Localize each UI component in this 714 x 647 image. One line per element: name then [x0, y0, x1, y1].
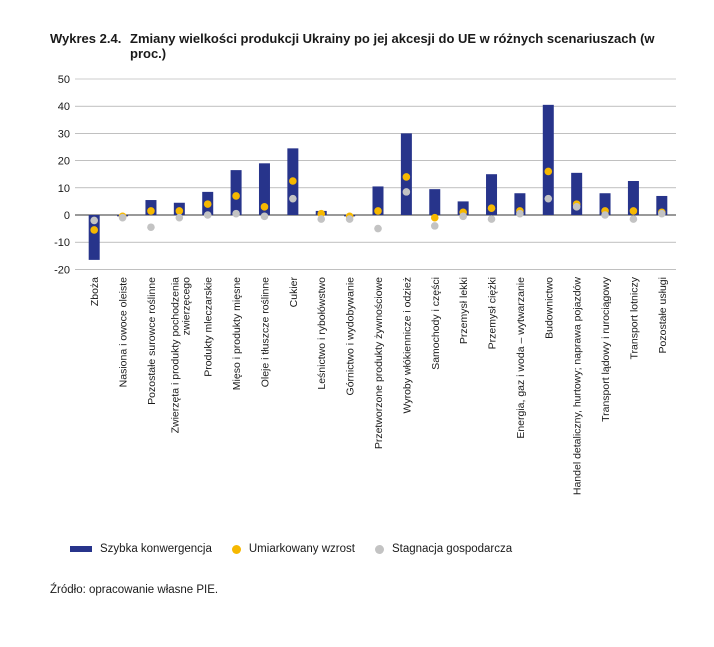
x-tick-label: Transport lądowy i rurociągowy: [600, 276, 612, 422]
x-tick-label: Zwierzęta i produkty pochodzeniazwierzęc…: [169, 277, 192, 434]
bar: [372, 186, 384, 215]
dot-stagnation: [232, 209, 240, 218]
bar: [486, 174, 498, 215]
bar-chart: -20 -10 0 10 20 30 40 50 Zboża Nasiona i owoce ol…: [54, 74, 676, 496]
dot-moderate: [374, 207, 382, 215]
x-tick-label: Przemysł lekki: [458, 277, 470, 344]
dot-moderate: [544, 167, 553, 176]
legend-item-stagnation: Stagnacja gospodarcza: [374, 543, 513, 555]
x-tick-label: Produkty mleczarskie: [203, 277, 215, 377]
x-tick-label: Mięso i produkty mięsne: [231, 277, 243, 390]
bar: [429, 189, 441, 215]
x-tick-label: Cukier: [288, 276, 300, 307]
dot-stagnation: [175, 213, 184, 222]
dot-stagnation: [317, 215, 326, 223]
dot-stagnation: [147, 223, 155, 232]
x-tick-label: Transport lotniczy: [628, 276, 640, 359]
bar: [571, 172, 583, 215]
x-tick-label: Samochody i części: [430, 277, 442, 370]
y-tick-label: -10: [54, 237, 70, 249]
x-tick-label: Oleje i tłuszcze roślinne: [259, 277, 271, 387]
y-tick-label: 10: [58, 183, 70, 195]
dot-stagnation: [345, 215, 354, 223]
dot-moderate: [260, 203, 269, 211]
bar: [627, 181, 639, 215]
dot-stagnation: [402, 188, 411, 196]
dot-stagnation: [203, 211, 212, 219]
dot-stagnation: [459, 212, 467, 221]
bar: [514, 193, 526, 215]
dot-stagnation: [572, 203, 581, 211]
dot-moderate: [402, 173, 411, 181]
dot-stagnation: [289, 194, 297, 203]
bar: [88, 215, 100, 260]
legend-swatch-stagnation: [374, 544, 384, 554]
x-tick-label: Nasiona i owoce oleiste: [118, 277, 130, 387]
x-tick-label: Budownictwo: [543, 277, 555, 339]
source-note: Źródło: opracowanie własne PIE.: [50, 584, 219, 596]
bar: [258, 163, 270, 215]
x-tick-label: Pozostałe usługi: [657, 277, 669, 353]
figure-title: Zmiany wielkości produkcji Ukrainy po je…: [130, 31, 655, 61]
dot-stagnation: [374, 224, 382, 233]
dot-moderate: [203, 200, 212, 208]
x-tick-label: Wyroby włókiennicze i odzież: [401, 277, 413, 413]
dot-moderate: [90, 226, 98, 234]
x-tick-label: Zboża: [89, 277, 101, 306]
dot-stagnation: [658, 209, 666, 218]
y-tick-label: 40: [58, 101, 70, 113]
dot-stagnation: [629, 215, 638, 223]
legend-label-moderate: Umiarkowany wzrost: [248, 543, 355, 555]
bar: [542, 104, 554, 215]
x-tick-label: Pozostałe surowce roślinne: [146, 277, 158, 405]
dot-stagnation: [516, 209, 524, 218]
dot-stagnation: [601, 211, 609, 219]
dot-stagnation: [90, 216, 98, 225]
x-tick-label: Energia, gaz i woda – wytwarzanie: [515, 277, 527, 439]
dot-stagnation: [430, 222, 439, 230]
bar: [599, 193, 611, 215]
dot-stagnation: [260, 212, 269, 221]
legend-swatch-bar: [70, 546, 92, 552]
x-tick-label: Leśnictwo i rybołówstwo: [316, 277, 328, 390]
x-tick-label: Przetworzone produkty żywnościowe: [373, 277, 385, 449]
x-tick-label: Handel detaliczny, hurtowy; naprawa poja…: [572, 277, 584, 496]
x-tick-label: Przemysł ciężki: [487, 277, 499, 349]
dot-moderate: [317, 209, 326, 218]
legend-label-fast: Szybka konwergencja: [100, 543, 212, 555]
dot-moderate: [487, 204, 496, 212]
dot-moderate: [629, 207, 638, 215]
y-tick-label: -20: [54, 264, 70, 276]
legend-swatch-moderate: [231, 544, 241, 554]
y-tick-label: 30: [58, 128, 70, 140]
legend: Szybka konwergencja Umiarkowany wzrost S…: [70, 543, 532, 555]
dot-stagnation: [487, 215, 496, 223]
legend-item-fast: Szybka konwergencja: [70, 543, 212, 555]
x-tick-label: Górnictwo i wydobywanie: [345, 277, 357, 396]
figure-label: Wykres 2.4.: [50, 31, 122, 46]
dot-moderate: [147, 207, 155, 215]
dot-moderate: [175, 207, 184, 215]
dot-stagnation: [118, 213, 127, 222]
chart-title: Wykres 2.4. Zmiany wielkości produkcji U…: [50, 31, 690, 61]
dot-moderate: [430, 213, 439, 222]
dot-moderate: [232, 192, 240, 200]
y-tick-label: 0: [64, 210, 70, 222]
legend-item-moderate: Umiarkowany wzrost: [231, 543, 355, 555]
dot-stagnation: [544, 194, 553, 203]
legend-label-stagnation: Stagnacja gospodarcza: [391, 543, 513, 555]
bar: [457, 201, 469, 215]
y-tick-label: 50: [58, 74, 70, 86]
bar: [656, 195, 668, 215]
dot-moderate: [289, 177, 297, 185]
y-tick-label: 20: [58, 156, 70, 168]
